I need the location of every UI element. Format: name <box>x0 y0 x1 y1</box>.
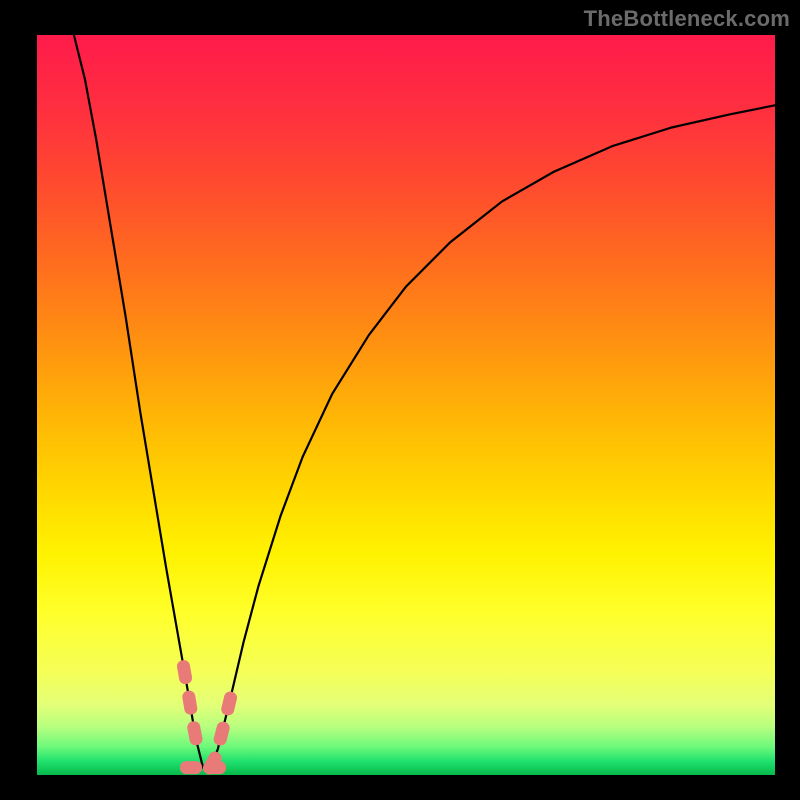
figure-root: { "watermark": { "text": "TheBottleneck.… <box>0 0 800 800</box>
watermark-text: TheBottleneck.com <box>584 6 790 32</box>
bottleneck-plot <box>37 35 775 775</box>
